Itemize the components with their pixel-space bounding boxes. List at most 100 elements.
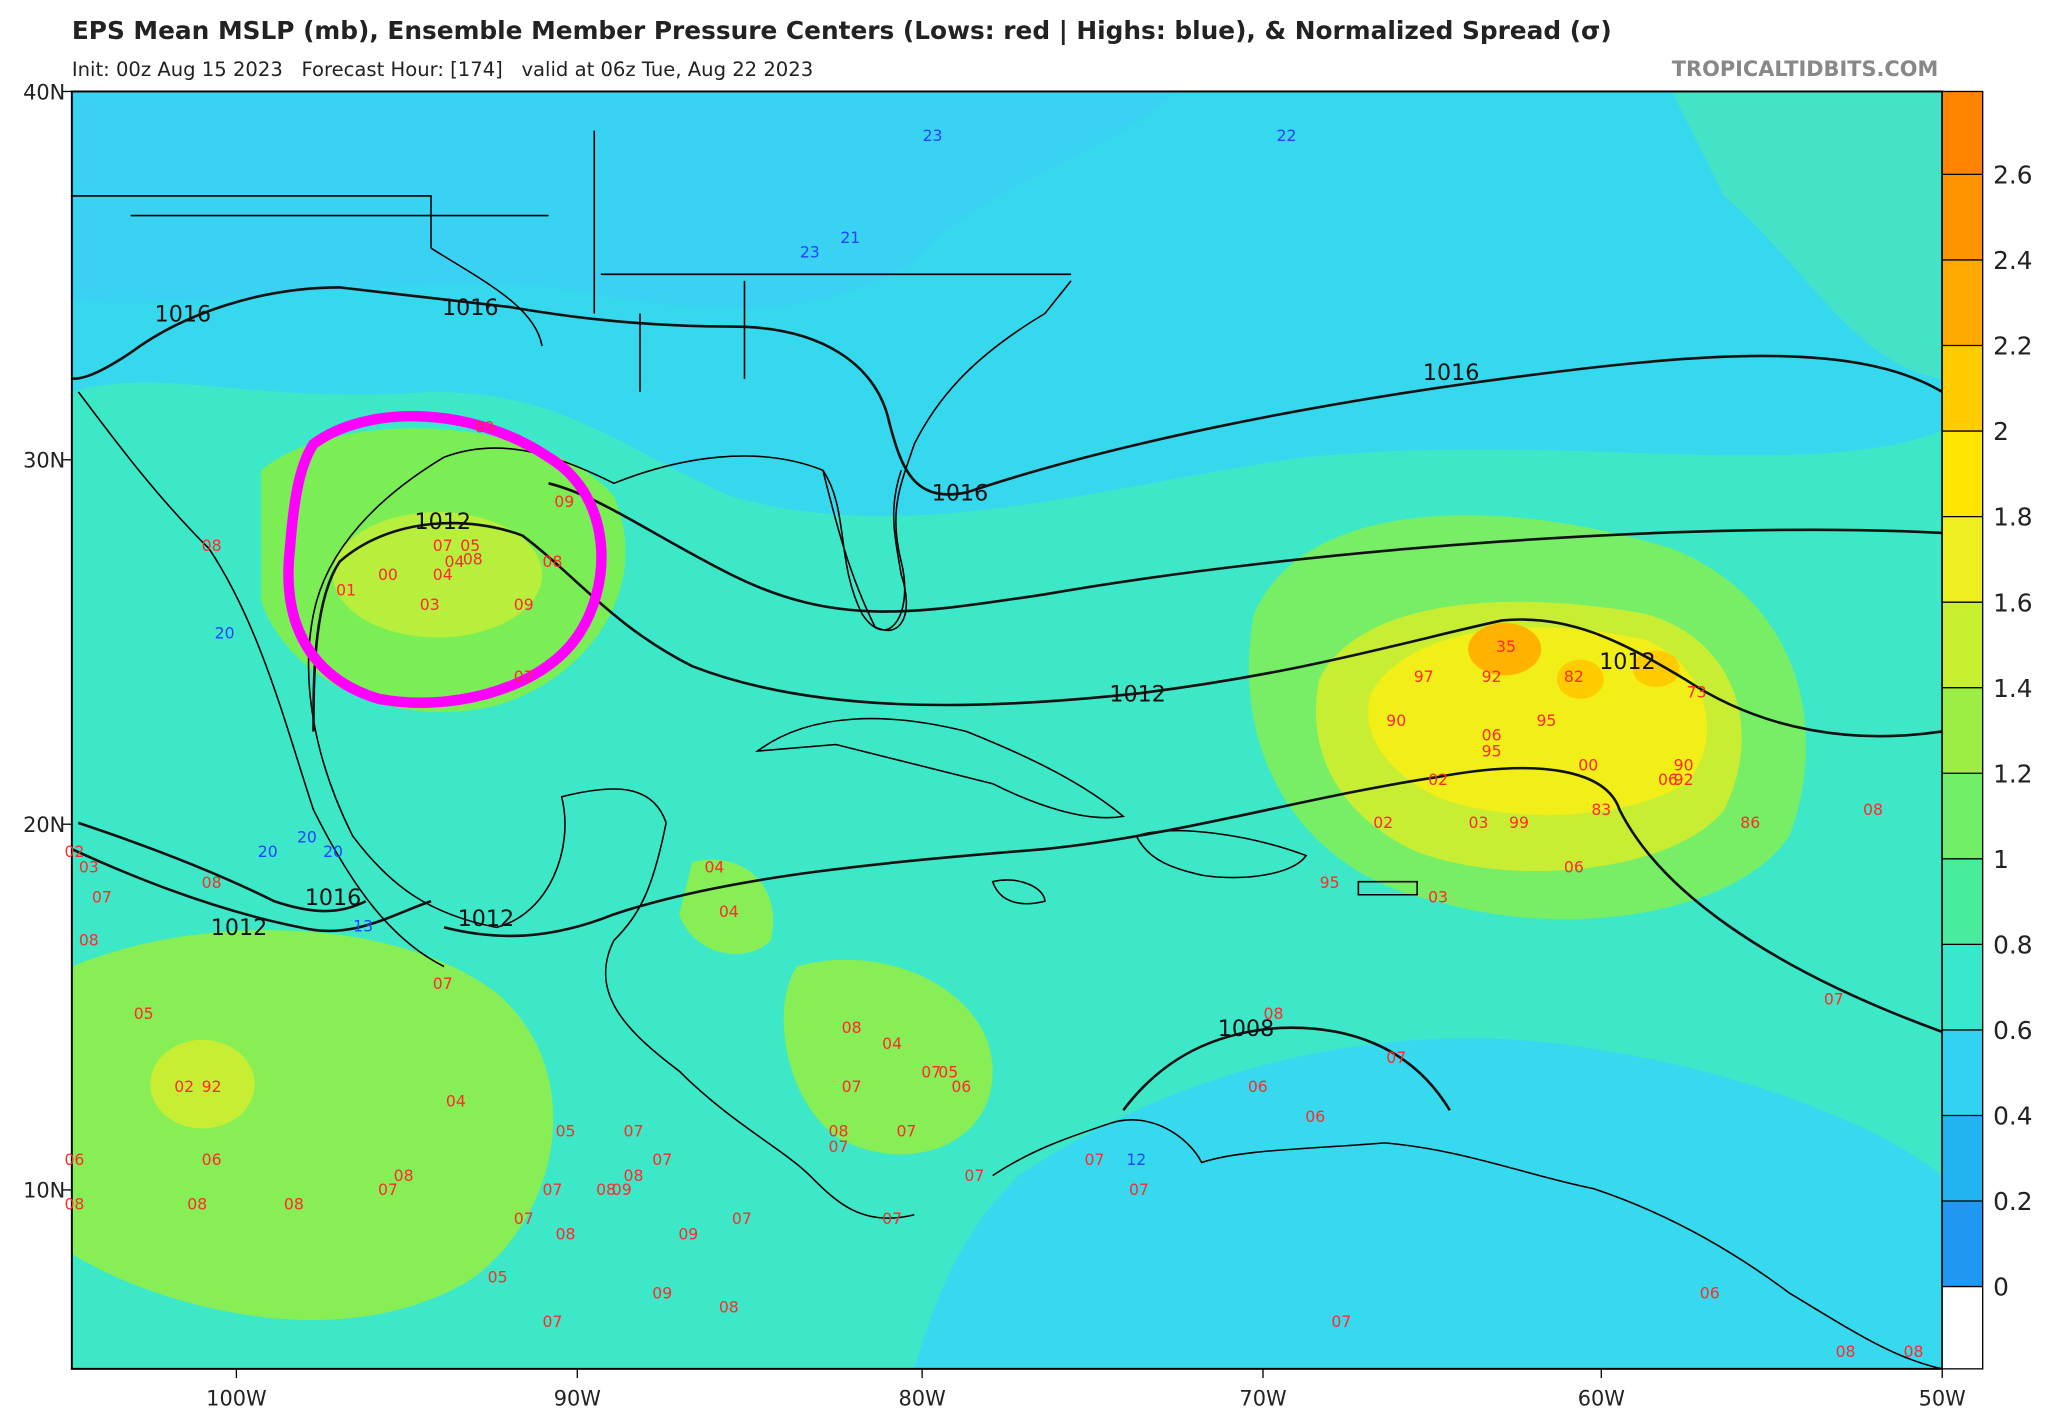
low-center: 07 (1824, 989, 1844, 1008)
low-center: 04 (704, 858, 724, 877)
colorbar-frame (1941, 90, 1984, 1370)
mexico-coast (77, 391, 915, 1219)
subtitle: Init: 00z Aug 15 2023 Forecast Hour: [17… (72, 58, 813, 81)
low-center: 07 (882, 1209, 902, 1228)
low-center: 04 (445, 552, 465, 571)
colorbar-band (1942, 858, 1983, 945)
low-center: 09 (475, 417, 495, 436)
low-center: 07 (842, 1077, 862, 1096)
low-center: 08 (187, 1195, 207, 1214)
low-center: 82 (1564, 667, 1584, 686)
low-center: 07 (543, 1180, 563, 1199)
low-center: 07 (1331, 1312, 1351, 1331)
low-center: 06 (1700, 1283, 1720, 1302)
florida (822, 469, 908, 632)
isobar-label: 1016 (305, 885, 361, 911)
low-center: 07 (652, 1150, 672, 1169)
us-gulf-coast (312, 280, 1072, 631)
high-center: 23 (923, 126, 943, 145)
low-center: 08 (596, 1180, 616, 1199)
colorbar-tick-label: 1 (1993, 845, 2009, 874)
low-center: 08 (719, 1298, 739, 1317)
low-center: 07 (732, 1209, 752, 1228)
low-center: 01 (336, 581, 356, 600)
high-center: 20 (323, 842, 343, 861)
us-borders (71, 130, 1072, 392)
hispaniola (991, 829, 1418, 905)
low-center: 04 (446, 1091, 466, 1110)
low-center: 07 (543, 1312, 563, 1331)
low-center: 03 (1428, 888, 1448, 907)
low-center: 00 (1578, 756, 1598, 775)
shade-car (679, 859, 774, 955)
low-center: 04 (882, 1034, 902, 1053)
low-center: 07 (433, 536, 453, 555)
shade-us (71, 91, 1176, 309)
latitude-label: 30N (23, 449, 65, 473)
labels: 40N 30N 20N 10N 100W 90W 80W 70W 60W 50W 0 0.2 0.4 0.… (23, 80, 2032, 1410)
colorbar-tick-label: 0.4 (1993, 1102, 2032, 1131)
low-center: 08 (202, 536, 222, 555)
shade-atl4 (1468, 623, 1542, 676)
colorbar-band (1942, 345, 1983, 432)
low-center: 97 (1414, 667, 1434, 686)
low-center: 08 (394, 1166, 414, 1185)
low-center: 07 (1129, 1180, 1149, 1199)
low-center: 09 (678, 1225, 698, 1244)
low-center: 95 (1482, 741, 1502, 760)
low-center: 03 (1469, 813, 1489, 832)
shade-pac1 (71, 930, 554, 1321)
low-center: 03 (420, 595, 440, 614)
low-center: 05 (938, 1063, 958, 1082)
low-center: 09 (652, 1283, 672, 1302)
isobar (71, 847, 432, 933)
colorbar-tick-label: 2 (1993, 417, 2009, 446)
low-center: 08 (556, 1225, 576, 1244)
low-center: 07 (829, 1137, 849, 1156)
colorbar-band (1942, 687, 1983, 774)
isobar-label: 1016 (1423, 360, 1479, 386)
isobars (71, 286, 1943, 1112)
low-center: 06 (951, 1077, 971, 1096)
isobar (71, 286, 1943, 496)
isobar-label: 1012 (1599, 649, 1655, 675)
colorbar-band (1942, 1029, 1983, 1116)
low-center: 06 (1658, 770, 1678, 789)
low-center: 05 (488, 1268, 508, 1287)
highlight-circle (283, 410, 607, 708)
longitude-label: 70W (1239, 1386, 1286, 1410)
colorbar-tick-label: 0.2 (1993, 1187, 2032, 1216)
shade-sa (914, 1038, 1943, 1369)
colorbar-band (1942, 516, 1983, 603)
low-center: 07 (514, 1209, 534, 1228)
high-center: 13 (353, 916, 373, 935)
low-center: 07 (514, 667, 534, 686)
low-center: 86 (1740, 813, 1760, 832)
colorbar-band (1942, 259, 1983, 346)
colorbar-band (1942, 1115, 1983, 1202)
low-center: 06 (64, 1150, 84, 1169)
colorbar-band (1942, 602, 1983, 688)
low-center: 08 (1904, 1342, 1924, 1361)
low-center: 06 (1564, 858, 1584, 877)
longitude-label: 50W (1919, 1386, 1966, 1410)
low-center: 08 (284, 1195, 304, 1214)
low-center: 06 (1305, 1107, 1325, 1126)
low-center: 06 (1248, 1077, 1268, 1096)
isobar (312, 521, 1943, 738)
colorbar-band (1942, 773, 1983, 859)
colorbar-tick-label: 1.8 (1993, 503, 2032, 532)
low-center: 04 (433, 565, 453, 584)
isobar (548, 482, 1943, 613)
shade-atl6 (1632, 650, 1680, 688)
low-center: 08 (829, 1121, 849, 1140)
low-center: 08 (202, 873, 222, 892)
isobar (443, 766, 1943, 1034)
low-center: 04 (719, 902, 739, 921)
low-center: 92 (1482, 667, 1502, 686)
low-center: 08 (543, 552, 563, 571)
low-center: 09 (612, 1180, 632, 1199)
low-center: 03 (79, 858, 99, 877)
high-center: 22 (1277, 126, 1297, 145)
colorbar-tick-label: 0.8 (1993, 931, 2032, 960)
